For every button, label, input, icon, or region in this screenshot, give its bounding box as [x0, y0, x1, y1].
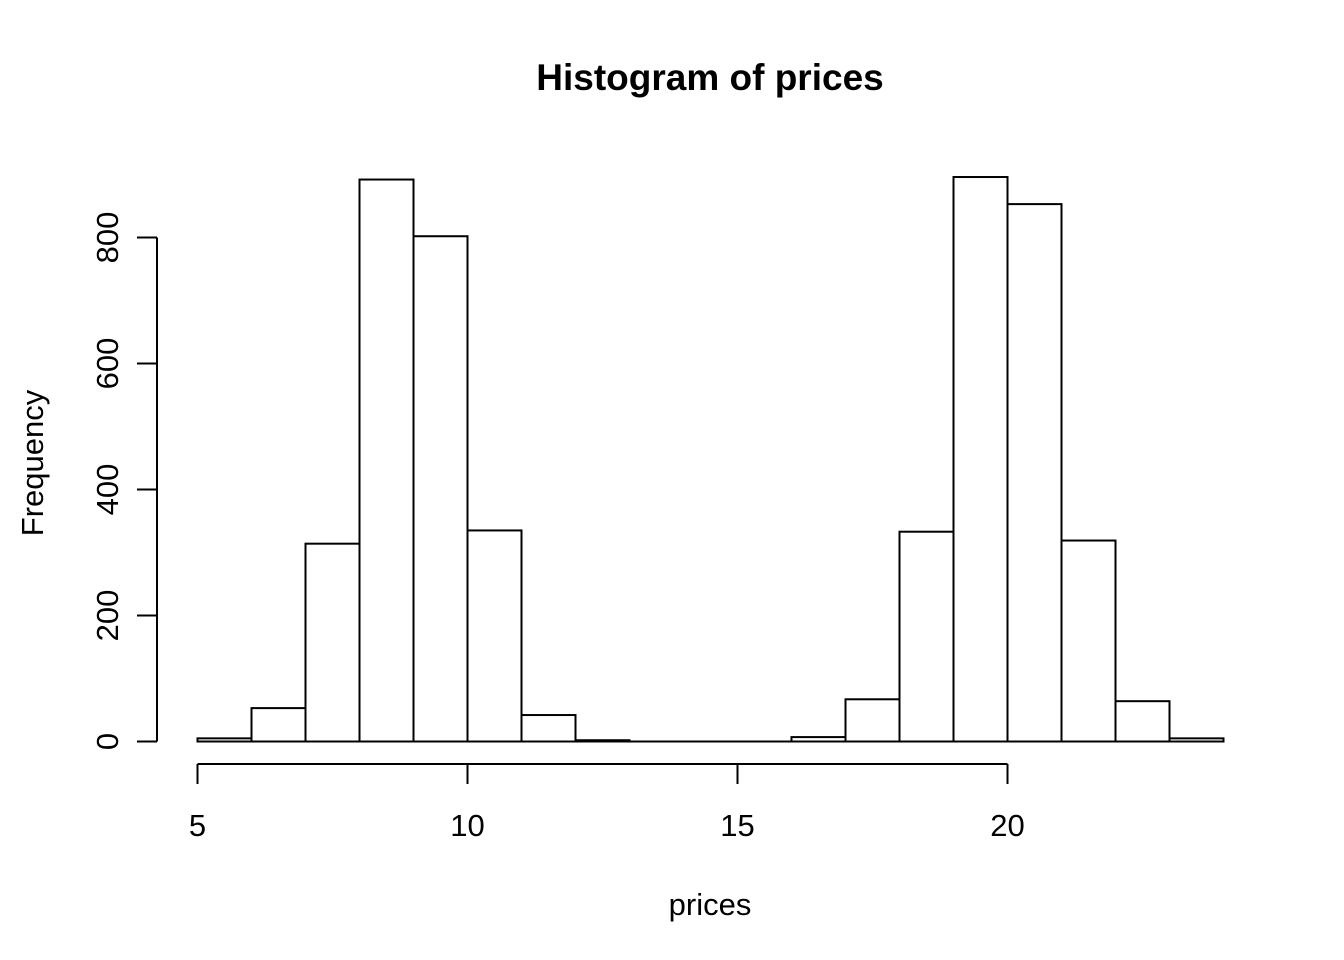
- x-axis-label: prices: [668, 887, 752, 922]
- x-tick-label: 15: [720, 808, 754, 843]
- histogram-bar: [898, 530, 955, 743]
- x-tick-label: 5: [189, 808, 206, 843]
- y-tick-label: 600: [90, 338, 125, 390]
- histogram-bar: [844, 698, 901, 743]
- chart-title: Histogram of prices: [536, 57, 884, 98]
- histogram-bar: [520, 714, 577, 743]
- x-tick-label: 10: [450, 808, 484, 843]
- histogram-bar: [574, 739, 631, 743]
- histogram-bar: [304, 542, 361, 743]
- y-tick-label: 400: [90, 464, 125, 516]
- histogram-bar: [952, 176, 1009, 743]
- y-axis-label: Frequency: [15, 389, 50, 537]
- histogram-bar: [1114, 700, 1171, 743]
- histogram-bar: [1168, 737, 1225, 743]
- histogram-bar: [466, 529, 523, 743]
- histogram-bar: [196, 737, 253, 743]
- histogram-bar: [790, 736, 847, 743]
- x-tick-label: 20: [990, 808, 1024, 843]
- histogram-bar: [250, 707, 307, 743]
- y-tick-label: 800: [90, 212, 125, 264]
- histogram-bar: [412, 235, 469, 743]
- histogram-bar: [1060, 539, 1117, 743]
- histogram-bar: [1006, 203, 1063, 743]
- y-tick-label: 200: [90, 590, 125, 642]
- y-tick-label: 0: [90, 733, 125, 750]
- histogram-bar: [358, 178, 415, 743]
